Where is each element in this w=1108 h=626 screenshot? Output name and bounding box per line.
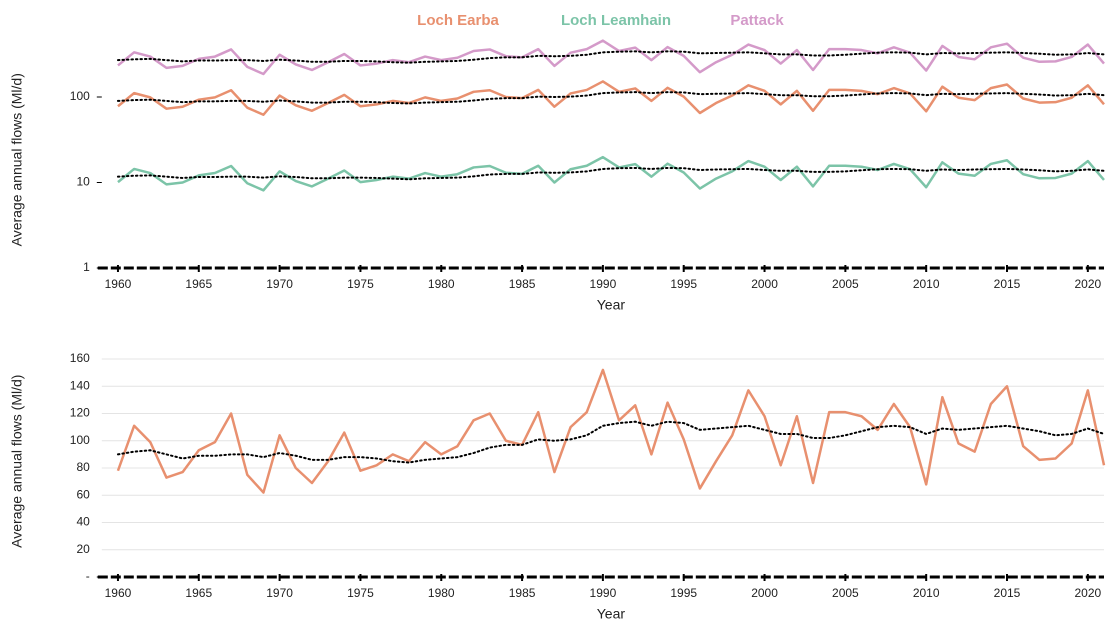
x-tick-label: 1990 bbox=[590, 586, 617, 600]
x-tick-label: 1965 bbox=[185, 277, 212, 291]
trend-line bbox=[116, 166, 1105, 181]
x-tick-label: 2020 bbox=[1074, 277, 1101, 291]
x-tick-label: 2005 bbox=[832, 586, 859, 600]
x-tick-label: 1970 bbox=[266, 277, 293, 291]
x-axis-title: Year bbox=[597, 606, 626, 621]
y-axis-title: Average annual flows (Ml/d) bbox=[9, 375, 25, 548]
y-tick-label: 60 bbox=[76, 487, 90, 501]
y-tick-label: 100 bbox=[70, 89, 90, 103]
x-tick-label: 1975 bbox=[347, 277, 374, 291]
x-tick-label: 2000 bbox=[751, 586, 778, 600]
y-tick-label: 140 bbox=[70, 378, 90, 392]
x-tick-label: 1980 bbox=[428, 586, 455, 600]
x-tick-label: 1975 bbox=[347, 586, 374, 600]
x-tick-label: 1985 bbox=[509, 277, 536, 291]
x-tick-label: 2000 bbox=[751, 277, 778, 291]
x-tick-label: 2015 bbox=[994, 277, 1021, 291]
legend-label: Loch Leamhain bbox=[561, 12, 671, 29]
series-line bbox=[117, 39, 1105, 76]
x-tick-label: 1960 bbox=[105, 277, 132, 291]
y-tick-label: 100 bbox=[70, 433, 90, 447]
legend-label: Pattack bbox=[730, 12, 784, 29]
y-tick-label: 20 bbox=[76, 542, 90, 556]
x-tick-label: 1980 bbox=[428, 277, 455, 291]
y-tick-label: 1 bbox=[83, 260, 90, 274]
y-tick-label: 40 bbox=[76, 515, 90, 529]
x-tick-label: 2015 bbox=[994, 586, 1021, 600]
legend-label: Loch Earba bbox=[417, 12, 499, 29]
y-tick-label: 10 bbox=[76, 175, 90, 189]
y-axis-title: Average annual flows (Ml/d) bbox=[9, 73, 25, 246]
trend-line bbox=[116, 91, 1105, 105]
x-tick-label: 1960 bbox=[105, 586, 132, 600]
x-axis-title: Year bbox=[597, 297, 626, 313]
x-tick-label: 2020 bbox=[1074, 586, 1101, 600]
x-tick-label: 2010 bbox=[913, 277, 940, 291]
x-tick-label: 1985 bbox=[509, 586, 536, 600]
y-tick-label: - bbox=[86, 569, 90, 583]
x-tick-label: 1990 bbox=[590, 277, 617, 291]
x-tick-label: 2010 bbox=[913, 586, 940, 600]
x-tick-label: 2005 bbox=[832, 277, 859, 291]
y-tick-label: 160 bbox=[70, 351, 90, 365]
series-line bbox=[117, 155, 1105, 192]
x-tick-label: 1995 bbox=[670, 277, 697, 291]
trend-line bbox=[116, 420, 1105, 464]
series-line bbox=[117, 80, 1105, 116]
y-tick-label: 120 bbox=[70, 406, 90, 420]
trend-line bbox=[116, 50, 1105, 64]
series-line bbox=[116, 368, 1106, 494]
x-tick-label: 1995 bbox=[670, 586, 697, 600]
x-tick-label: 1965 bbox=[185, 586, 212, 600]
x-tick-label: 1970 bbox=[266, 586, 293, 600]
y-tick-label: 80 bbox=[76, 460, 90, 474]
